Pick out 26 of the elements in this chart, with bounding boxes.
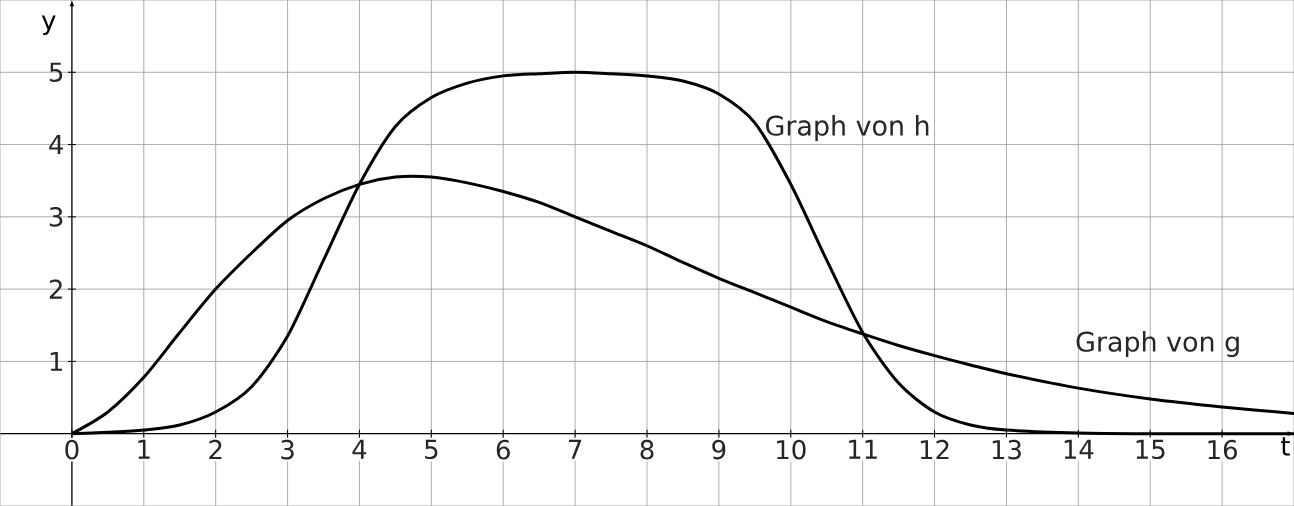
y-tick-label: 4 bbox=[49, 135, 63, 155]
x-tick-label: 14 bbox=[1064, 439, 1094, 459]
y-tick-label: 3 bbox=[49, 207, 63, 227]
x-tick-label: 2 bbox=[209, 439, 222, 460]
x-tick-label: 13 bbox=[992, 439, 1021, 460]
y-axis-title: y bbox=[41, 15, 56, 36]
x-tick-label: 12 bbox=[920, 439, 949, 460]
annotation: Graph von h bbox=[766, 115, 929, 142]
x-tick-label: 8 bbox=[640, 439, 654, 460]
x-tick-label: 1 bbox=[138, 439, 150, 459]
y-tick-label: 2 bbox=[49, 279, 62, 299]
x-tick-label: 15 bbox=[1136, 439, 1165, 460]
x-tick-label: 0 bbox=[65, 439, 79, 460]
x-axis-title: t bbox=[1281, 437, 1290, 456]
y-tick-label: 5 bbox=[49, 62, 63, 82]
x-tick-label: 6 bbox=[496, 439, 510, 460]
x-tick-label: 16 bbox=[1208, 439, 1237, 460]
y-tick-label: 1 bbox=[50, 351, 63, 371]
annotation: Graph von g bbox=[1076, 331, 1239, 358]
x-tick-label: 3 bbox=[281, 439, 294, 460]
x-tick-label: 4 bbox=[352, 439, 367, 459]
x-tick-label: 10 bbox=[777, 439, 806, 460]
x-tick-label: 9 bbox=[712, 439, 726, 460]
x-tick-label: 5 bbox=[425, 439, 438, 460]
x-tick-label: 11 bbox=[849, 439, 877, 459]
x-tick-label: 7 bbox=[569, 439, 582, 459]
